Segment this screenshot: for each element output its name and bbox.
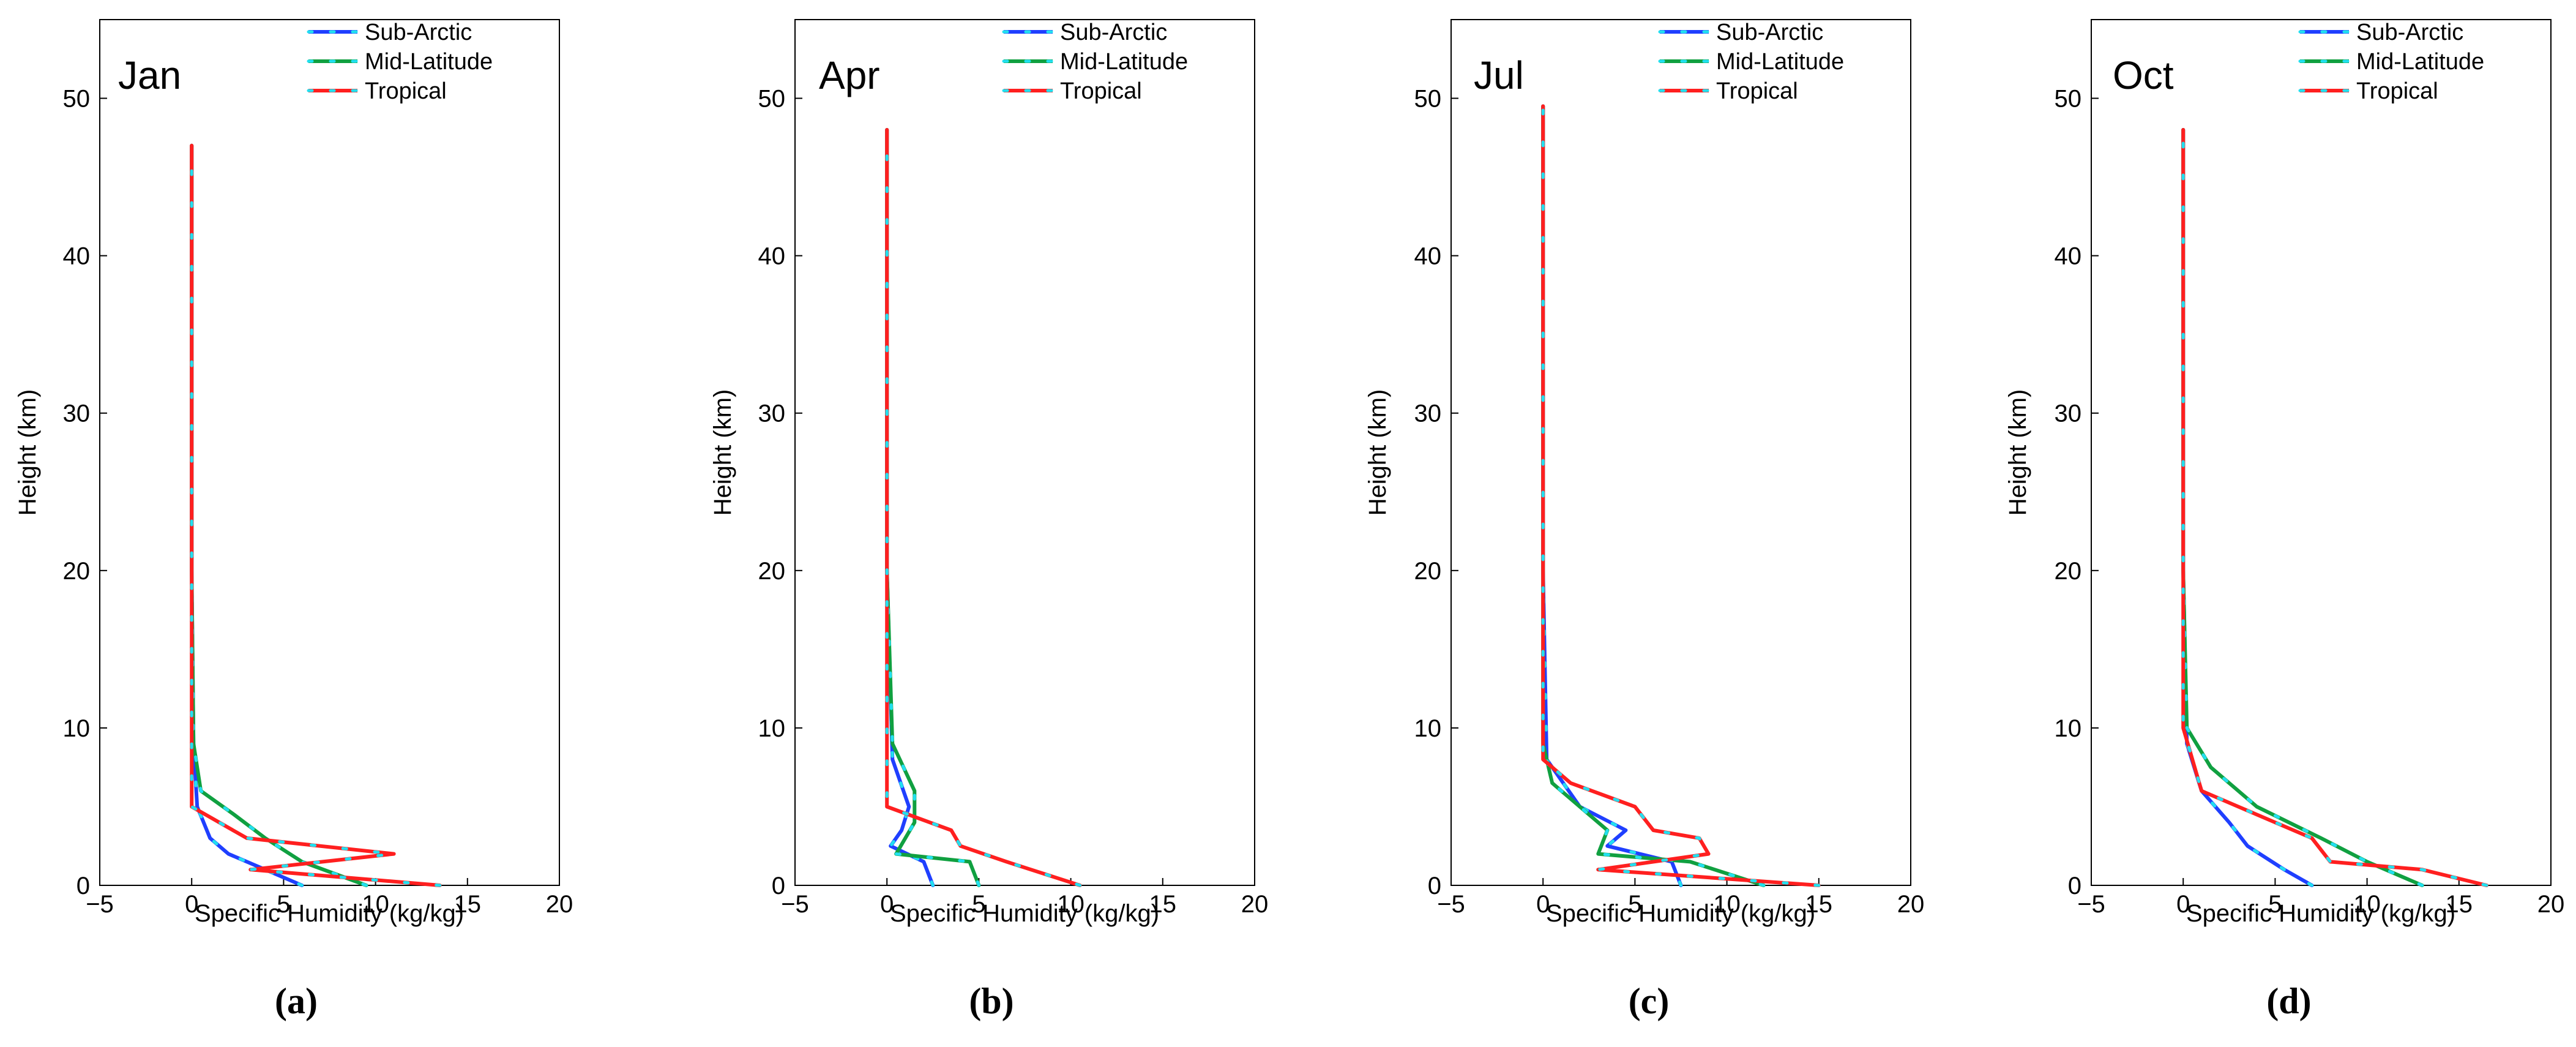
panel-d-y-axis-title: Height (km) — [2004, 389, 2031, 516]
panel-a-legend-label-sub-arctic: Sub-Arctic — [365, 20, 472, 45]
panel-c-x-axis-title: Specific Humidity (kg/kg) — [1546, 900, 1815, 927]
panel-b-month-label: Apr — [819, 53, 880, 97]
panel-b-x-tick-label: 5 — [972, 891, 985, 918]
panel-a-y-tick-label: 40 — [63, 243, 91, 270]
panel-c-legend-label-mid-latitude: Mid-Latitude — [1716, 49, 1844, 75]
panel-a-y-tick-label: 0 — [77, 872, 90, 899]
panel-c-x-tick-label: 10 — [1713, 891, 1741, 918]
panel-c-legend-label-sub-arctic: Sub-Arctic — [1716, 20, 1823, 45]
panel-d-legend-label-sub-arctic: Sub-Arctic — [2356, 20, 2463, 45]
panel-b-x-tick-label: 0 — [880, 891, 894, 918]
panel-b-legend-label-mid-latitude: Mid-Latitude — [1060, 49, 1188, 75]
panel-a-y-tick-label: 20 — [63, 558, 91, 585]
panel-c-series-tropical-markers — [1541, 104, 1821, 887]
panel-a-x-tick-label: −5 — [86, 891, 114, 918]
panel-a: Jan Specific Humidity (kg/kg) Height (km… — [14, 19, 573, 1021]
panel-d-legend-label-mid-latitude: Mid-Latitude — [2356, 49, 2484, 75]
panel-b-y-tick-label: 30 — [758, 400, 786, 427]
panel-c-y-tick-label: 0 — [1428, 872, 1441, 899]
panel-d-x-tick-label: 10 — [2353, 891, 2381, 918]
panel-a-x-axis-title: Specific Humidity (kg/kg) — [195, 900, 464, 927]
panel-c-x-tick-label: 20 — [1897, 891, 1925, 918]
panel-d-caption: (d) — [2266, 981, 2311, 1021]
panel-d-month-label: Oct — [2113, 53, 2174, 97]
panel-c-y-tick-label: 10 — [1414, 715, 1442, 742]
panel-d-series-tropical-line — [2181, 128, 2488, 887]
panel-b-plot-frame — [794, 19, 1255, 886]
panel-c-x-tick-label: 0 — [1536, 891, 1550, 918]
panel-d-y-tick-label: 20 — [2055, 558, 2082, 585]
panel-c-legend-label-tropical: Tropical — [1716, 78, 1798, 104]
panel-b-y-tick-label: 0 — [772, 872, 785, 899]
panel-b-y-axis-title: Height (km) — [709, 389, 736, 516]
panel-d: Oct Specific Humidity (kg/kg) Height (km… — [2004, 19, 2565, 1021]
panel-b-series-tropical-markers — [885, 128, 1082, 887]
panel-d-series-sub-arctic-markers — [2181, 128, 2313, 887]
panel-c-x-tick-label: −5 — [1437, 891, 1465, 918]
panel-a-x-tick-label: 5 — [277, 891, 290, 918]
panel-d-y-tick-label: 40 — [2055, 243, 2082, 270]
panel-b-y-tick-label: 40 — [758, 243, 786, 270]
panel-a-legend-label-tropical: Tropical — [365, 78, 447, 104]
panel-b-x-tick-label: 10 — [1057, 891, 1085, 918]
panel-a-x-tick-label: 0 — [185, 891, 198, 918]
panel-a-caption: (a) — [275, 981, 318, 1021]
panel-a-y-tick-label: 50 — [63, 86, 91, 113]
panel-c-caption: (c) — [1629, 981, 1670, 1021]
panel-b-legend-label-tropical: Tropical — [1060, 78, 1142, 104]
panel-b-y-tick-label: 10 — [758, 715, 786, 742]
panel-d-y-tick-label: 50 — [2055, 86, 2082, 113]
panel-a-x-tick-label: 10 — [362, 891, 389, 918]
panel-c-month-label: Jul — [1474, 53, 1524, 97]
panel-c-x-tick-label: 15 — [1805, 891, 1833, 918]
panel-a-y-tick-label: 30 — [63, 400, 91, 427]
panel-b-legend-label-sub-arctic: Sub-Arctic — [1060, 20, 1167, 45]
panel-c-y-tick-label: 40 — [1414, 243, 1442, 270]
panel-a-x-tick-label: 15 — [454, 891, 482, 918]
panel-a-month-label: Jan — [118, 53, 181, 97]
panel-d-x-tick-label: −5 — [2077, 891, 2105, 918]
panel-d-y-tick-label: 30 — [2055, 400, 2082, 427]
panel-b-series-sub-arctic-markers — [885, 128, 935, 887]
panel-c: Jul Specific Humidity (kg/kg) Height (km… — [1364, 19, 1925, 1021]
panel-b-x-axis-title: Specific Humidity (kg/kg) — [890, 900, 1159, 927]
panel-b-x-tick-label: 20 — [1241, 891, 1269, 918]
panel-a-plot-frame — [99, 19, 560, 886]
panel-d-y-tick-label: 0 — [2068, 872, 2081, 899]
panel-b: Apr Specific Humidity (kg/kg) Height (km… — [709, 19, 1269, 1021]
panel-d-legend-label-tropical: Tropical — [2356, 78, 2438, 104]
panel-a-x-tick-label: 20 — [546, 891, 573, 918]
panel-c-x-tick-label: 5 — [1628, 891, 1641, 918]
panel-d-x-tick-label: 5 — [2268, 891, 2282, 918]
panel-d-x-axis-title: Specific Humidity (kg/kg) — [2186, 900, 2455, 927]
panel-d-y-tick-label: 10 — [2055, 715, 2082, 742]
panel-c-y-tick-label: 50 — [1414, 86, 1442, 113]
panel-d-x-tick-label: 20 — [2537, 891, 2565, 918]
panel-d-x-tick-label: 15 — [2446, 891, 2473, 918]
panel-c-y-tick-label: 20 — [1414, 558, 1442, 585]
panel-a-series-tropical-markers — [190, 144, 442, 887]
panel-a-y-axis-title: Height (km) — [14, 389, 41, 516]
panel-a-y-tick-label: 10 — [63, 715, 91, 742]
panel-c-y-axis-title: Height (km) — [1364, 389, 1391, 516]
panel-d-series-mid-latitude-markers — [2181, 128, 2424, 887]
panel-d-x-tick-label: 0 — [2176, 891, 2190, 918]
panel-a-legend-label-mid-latitude: Mid-Latitude — [365, 49, 493, 75]
panel-d-plot-frame — [2091, 19, 2552, 886]
panel-b-caption: (b) — [969, 981, 1014, 1021]
panel-c-y-tick-label: 30 — [1414, 400, 1442, 427]
panel-b-y-tick-label: 20 — [758, 558, 786, 585]
panel-b-x-tick-label: −5 — [781, 891, 809, 918]
panel-b-x-tick-label: 15 — [1149, 891, 1177, 918]
panel-b-y-tick-label: 50 — [758, 86, 786, 113]
